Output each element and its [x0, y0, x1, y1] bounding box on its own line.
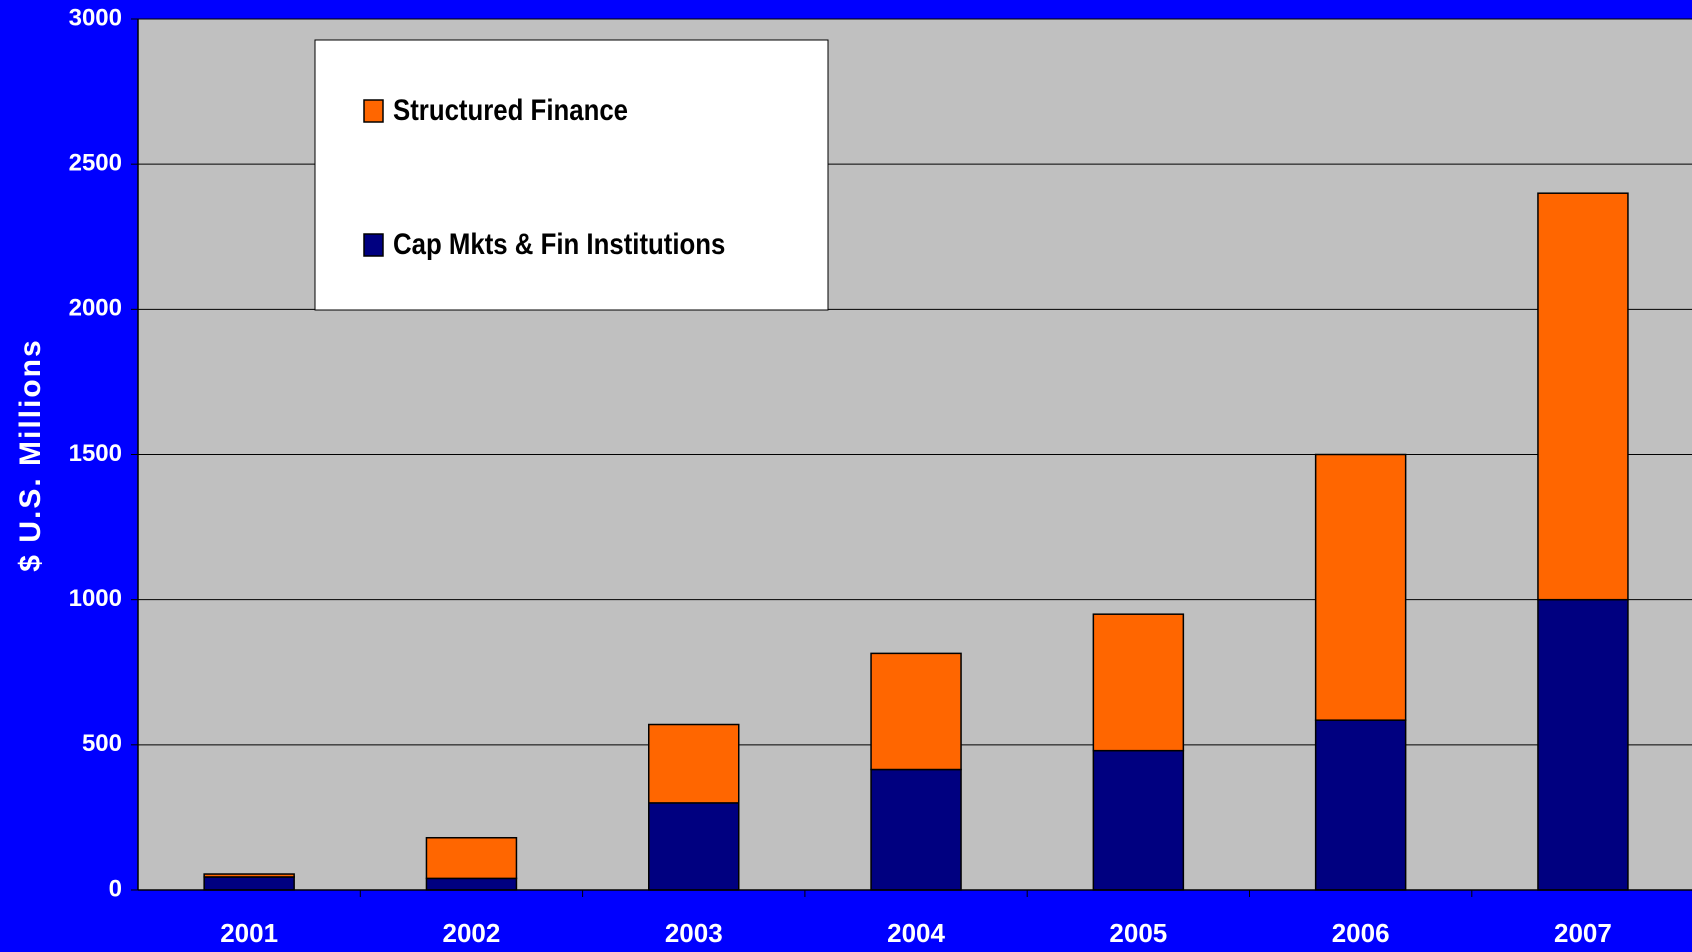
y-tick-label: 500 [82, 730, 122, 757]
legend-label: Structured Finance [393, 93, 628, 126]
bar-segment [203, 873, 295, 878]
bar-segment [425, 836, 518, 880]
x-tick-label: 2002 [443, 918, 501, 948]
bar-segment [870, 652, 962, 771]
y-tick-label: 1500 [69, 440, 122, 467]
bar-segment [203, 876, 295, 891]
bar-segment [1314, 719, 1407, 891]
bar-segment [1092, 749, 1185, 891]
legend-swatch [363, 233, 384, 257]
y-tick-label: 2000 [69, 295, 122, 322]
bar-segment [1092, 613, 1185, 752]
bar-segment [1314, 453, 1407, 721]
legend-box [314, 39, 829, 311]
y-tick-label: 1000 [69, 585, 122, 612]
legend-label: Cap Mkts & Fin Institutions [393, 227, 725, 260]
bar-segment [425, 877, 518, 891]
legend-swatch [363, 99, 384, 123]
y-tick-label: 0 [109, 875, 122, 902]
x-tick-label: 2006 [1332, 918, 1390, 948]
bar-segment [648, 723, 740, 804]
y-tick-label: 3000 [69, 4, 122, 31]
bar-segment [1537, 192, 1629, 601]
x-tick-label: 2007 [1554, 918, 1612, 948]
y-tick-label: 2500 [69, 150, 122, 177]
bar-segment [648, 802, 740, 891]
x-tick-label: 2003 [665, 918, 723, 948]
y-axis-label: $ U.S. Millions [14, 338, 47, 571]
x-tick-label: 2004 [887, 918, 945, 948]
bar-segment [1537, 598, 1629, 891]
x-tick-label: 2001 [220, 918, 278, 948]
bar-segment [870, 768, 962, 891]
x-tick-label: 2005 [1109, 918, 1167, 948]
